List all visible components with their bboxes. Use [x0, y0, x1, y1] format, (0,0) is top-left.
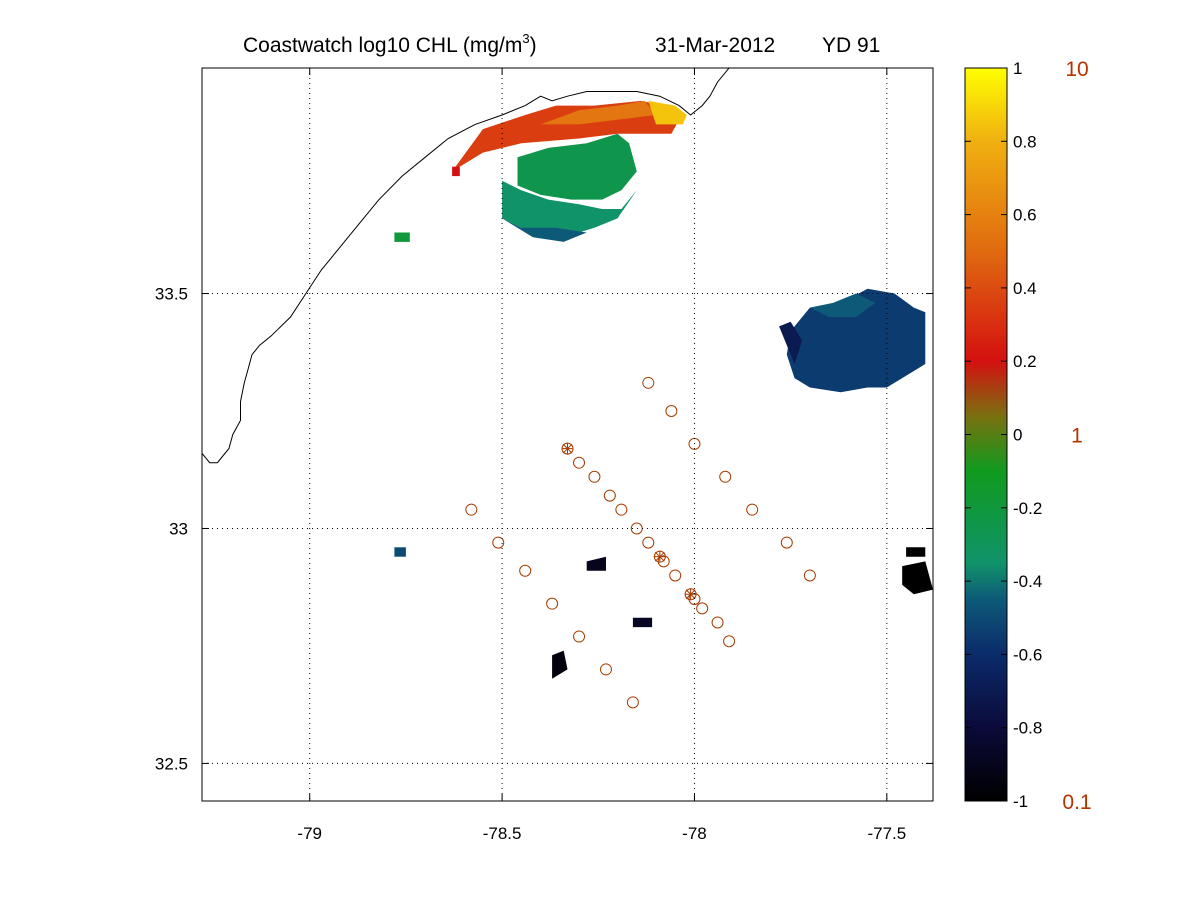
chlorophyll-patch — [502, 180, 637, 233]
colorbar-tick-label: -0.4 — [1013, 572, 1042, 591]
station-marker — [519, 564, 532, 577]
chlorophyll-patch — [632, 617, 653, 628]
station-marker — [465, 503, 478, 516]
colorbar-tick-label: -0.8 — [1013, 719, 1042, 738]
station-marker — [603, 489, 616, 502]
station-marker — [711, 616, 724, 629]
chlorophyll-patch — [786, 288, 926, 393]
station-marker — [669, 569, 682, 582]
x-tick-label: -78 — [682, 824, 707, 843]
chlorophyll-patch — [779, 321, 803, 364]
map-plot-area — [202, 68, 933, 709]
colorbar-ticks: 1 0.8 0.6 0.4 0.2 0 -0.2 -0.4 -0.6 -0.8 -1 10 1 0.1 — [965, 58, 1092, 814]
station-marker — [642, 376, 655, 389]
chlorophyll-patch — [502, 218, 587, 242]
chlorophyll-patch — [552, 650, 568, 679]
map-grid — [202, 68, 933, 801]
station-marker — [665, 405, 678, 418]
map-axis-ticks: -79 -78.5 -78 -77.5 32.5 33 33.5 — [155, 68, 933, 843]
chlorophyll-patch — [648, 100, 687, 125]
chlorophyll-patch — [517, 133, 637, 200]
station-marker — [803, 569, 816, 582]
colorbar-tick-label: -1 — [1013, 792, 1028, 811]
station-marker — [546, 597, 559, 610]
colorbar-tick-label: 0.2 — [1013, 352, 1037, 371]
colorbar-tick-label: 0.6 — [1013, 206, 1037, 225]
station-star-cross — [561, 442, 574, 455]
x-tick-label: -77.5 — [867, 824, 906, 843]
colorbar-concentration-label: 10 — [1065, 58, 1088, 81]
colorbar-tick-label: -0.6 — [1013, 645, 1042, 664]
chlorophyll-patch — [540, 100, 656, 125]
station-marker — [615, 503, 628, 516]
station-marker — [657, 555, 670, 568]
station-marker — [492, 536, 505, 549]
colorbar-tick-label: -0.2 — [1013, 499, 1042, 518]
colorbar-tick-label: 0.8 — [1013, 132, 1037, 151]
chlorophyll-patch — [394, 547, 406, 557]
y-tick-label: 33 — [169, 519, 188, 538]
station-star-cross — [684, 588, 697, 601]
colorbar-tick-label: 0 — [1013, 426, 1022, 445]
chlorophyll-patch — [452, 166, 460, 177]
chart-date: 31-Mar-2012 — [655, 34, 775, 57]
station-marker — [719, 470, 732, 483]
station-marker — [573, 456, 586, 469]
x-tick-label: -79 — [297, 824, 322, 843]
chart-title: Coastwatch log10 CHL (mg/m3) — [243, 31, 537, 57]
chlorophyll-patch — [394, 232, 410, 242]
station-marker — [573, 630, 586, 643]
station-marker — [588, 470, 601, 483]
colorbar — [965, 68, 1007, 801]
station-marker — [642, 536, 655, 549]
station-marker — [599, 663, 612, 676]
chlorophyll-patch — [902, 561, 933, 595]
y-tick-label: 33.5 — [155, 285, 188, 304]
station-star-cross — [653, 550, 666, 563]
chlorophyll-patch — [586, 556, 606, 571]
coastline — [202, 68, 730, 464]
x-tick-label: -78.5 — [483, 824, 522, 843]
colorbar-concentration-label: 1 — [1071, 425, 1083, 448]
colorbar-tick-label: 0.4 — [1013, 279, 1037, 298]
colorbar-tick-label: 1 — [1013, 59, 1022, 78]
map-axes-frame — [201, 67, 934, 802]
station-marker — [746, 503, 759, 516]
station-marker — [780, 536, 793, 549]
station-marker — [723, 635, 736, 648]
station-marker — [696, 602, 709, 615]
y-tick-label: 32.5 — [155, 754, 188, 773]
chlorophyll-patch — [809, 293, 876, 317]
station-marker — [626, 696, 639, 709]
chart-yearday: YD 91 — [822, 34, 880, 57]
chlorophyll-patch — [906, 547, 926, 557]
colorbar-concentration-label: 0.1 — [1062, 791, 1091, 814]
